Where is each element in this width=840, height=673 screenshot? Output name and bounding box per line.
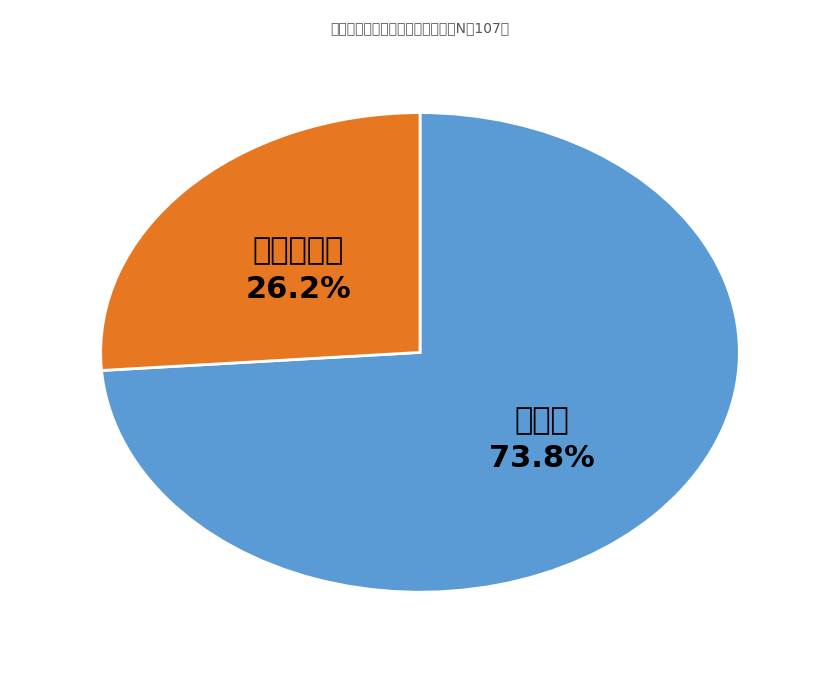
Text: 73.8%: 73.8% bbox=[489, 444, 595, 473]
Wedge shape bbox=[101, 112, 420, 370]
Text: 戸建て: 戸建て bbox=[514, 406, 570, 435]
Text: マンション: マンション bbox=[253, 236, 344, 265]
Title: 売却住宅の種類は何ですか？　（N＝107）: 売却住宅の種類は何ですか？ （N＝107） bbox=[330, 21, 510, 35]
Text: 26.2%: 26.2% bbox=[245, 275, 351, 304]
Wedge shape bbox=[102, 112, 739, 592]
